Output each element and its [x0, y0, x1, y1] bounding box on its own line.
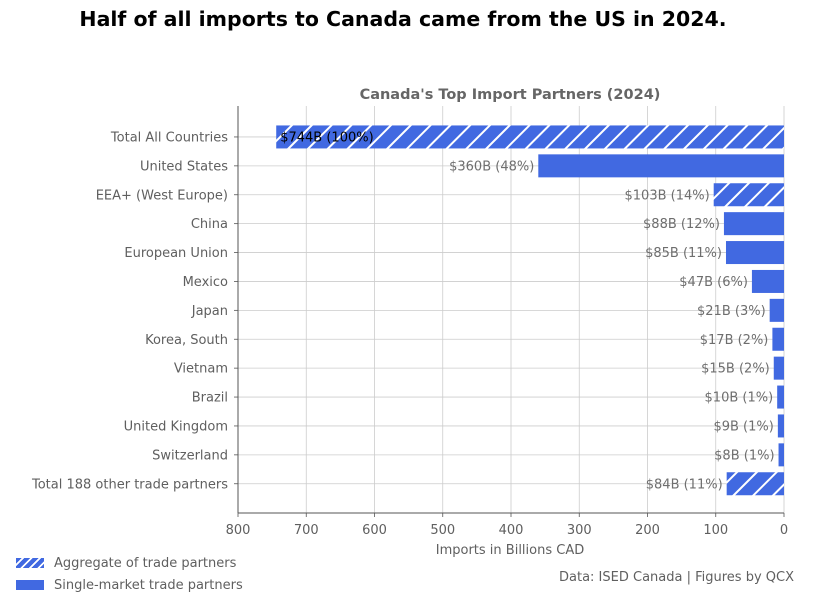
bar-japan [769, 298, 784, 322]
bar-korea-south [772, 327, 784, 351]
axes: Total All Countries United States EEA+ (We… [31, 106, 788, 538]
y-tick-label-united-kingdom: United Kingdom [124, 419, 228, 434]
bar-series [276, 125, 784, 496]
bar-vietnam [773, 356, 784, 380]
data-label-united-states: $360B (48%) [449, 159, 534, 174]
bar-switzerland [778, 443, 784, 467]
y-tick-label-china: China [191, 217, 228, 232]
data-label-eea-west-europe: $103B (14%) [625, 188, 710, 203]
y-tick-label-european-union: European Union [124, 246, 228, 261]
x-axis-label: Imports in Billions CAD [436, 543, 584, 558]
legend-swatch-hatched [16, 558, 44, 568]
source-note: Data: ISED Canada | Figures by QCX [559, 570, 794, 585]
data-label-total-all-countries: $744B (100%) [280, 130, 373, 145]
data-label-brazil: $10B (1%) [705, 391, 774, 406]
legend-swatch-solid [16, 580, 44, 590]
y-tick-label-total-188-other-trade-partners: Total 188 other trade partners [31, 477, 228, 492]
y-tick-label-united-states: United States [140, 159, 228, 174]
data-label-mexico: $47B (6%) [679, 275, 748, 290]
chart-legend: Aggregate of trade partners Single-marke… [16, 552, 243, 596]
bar-united-states [538, 154, 784, 178]
data-labels: $744B (100%) $360B (48%) $103B (14%) $88B (… [280, 130, 774, 492]
x-tick-label-100: 100 [703, 523, 728, 538]
chart-headline: Half of all imports to Canada came from … [79, 7, 727, 31]
x-tick-label-0: 0 [780, 523, 788, 538]
x-tick-label-600: 600 [362, 523, 387, 538]
bar-brazil [777, 385, 784, 409]
y-tick-label-japan: Japan [191, 304, 228, 319]
y-tick-label-brazil: Brazil [192, 391, 228, 406]
bar-european-union [725, 241, 784, 265]
y-tick-label-korea-south: Korea, South [145, 333, 228, 348]
data-label-european-union: $85B (11%) [645, 246, 722, 261]
legend-label-single-market: Single-market trade partners [54, 577, 243, 593]
x-tick-label-200: 200 [635, 523, 660, 538]
x-tick-label-300: 300 [567, 523, 592, 538]
bar-total-188-other-trade-partners [726, 472, 784, 496]
y-tick-label-eea-west-europe: EEA+ (West Europe) [96, 188, 228, 203]
data-label-united-kingdom: $9B (1%) [713, 419, 773, 434]
data-label-japan: $21B (3%) [697, 304, 766, 319]
legend-item-aggregate: Aggregate of trade partners [16, 552, 243, 574]
x-tick-label-400: 400 [499, 523, 524, 538]
legend-item-single-market: Single-market trade partners [16, 574, 243, 596]
bar-total-all-countries [276, 125, 784, 149]
legend-label-aggregate: Aggregate of trade partners [54, 555, 237, 571]
x-tick-label-800: 800 [226, 523, 251, 538]
data-label-total-188-other-trade-partners: $84B (11%) [646, 477, 723, 492]
data-label-korea-south: $17B (2%) [700, 333, 769, 348]
y-tick-label-switzerland: Switzerland [152, 448, 228, 463]
chart-title: Canada's Top Import Partners (2024) [360, 87, 661, 103]
x-tick-label-700: 700 [294, 523, 319, 538]
y-tick-label-vietnam: Vietnam [174, 362, 228, 377]
bar-mexico [751, 269, 784, 293]
y-tick-label-total-all-countries: Total All Countries [110, 130, 228, 145]
data-label-switzerland: $8B (1%) [714, 448, 774, 463]
data-label-china: $88B (12%) [643, 217, 720, 232]
bar-eea-west-europe [713, 183, 784, 207]
x-tick-label-500: 500 [430, 523, 455, 538]
bar-china [723, 212, 784, 236]
data-label-vietnam: $15B (2%) [701, 362, 770, 377]
y-tick-label-mexico: Mexico [183, 275, 228, 290]
bar-united-kingdom [777, 414, 784, 438]
